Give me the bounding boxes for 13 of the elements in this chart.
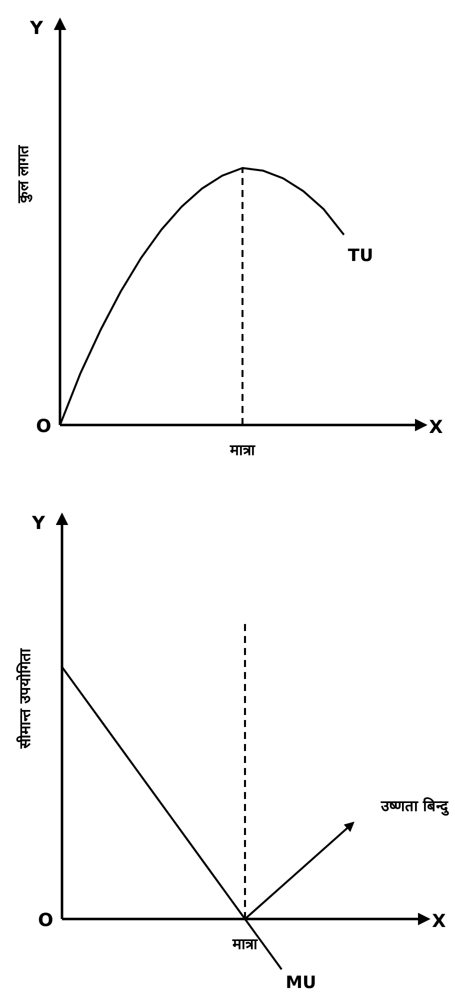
text: Y [29,18,44,39]
y-axis-title: सीमान्त उपयोगिता [16,647,34,750]
text: X [432,911,446,932]
text: Y [31,513,46,534]
series-label: TU [348,246,374,266]
text: O [36,416,52,437]
series-label: MU [286,973,316,993]
x-axis-title: मात्रा [232,935,258,953]
annotation: उष्णता बिन्दु [380,797,449,816]
text: O [38,910,54,931]
x-axis-title: मात्रा [229,441,256,459]
text: X [429,417,443,438]
y-axis-title: कुल लागत [14,144,34,204]
